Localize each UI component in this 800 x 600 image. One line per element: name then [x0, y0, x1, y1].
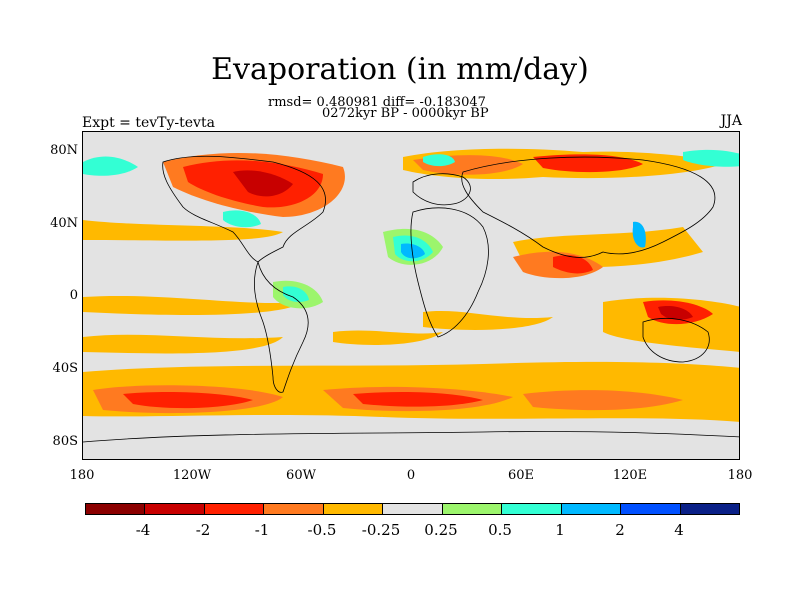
colorbar-segment	[86, 504, 146, 514]
colorbar-segment	[561, 504, 622, 514]
colorbar	[85, 503, 740, 515]
stats-line: rmsd= 0.480981 diff= -0.183047	[268, 95, 486, 110]
colorbar-segment	[264, 504, 324, 514]
map-title: Evaporation (in mm/day)	[211, 52, 589, 87]
colorbar-label: -2	[195, 521, 211, 539]
colorbar-segment	[145, 504, 205, 514]
lon-label-180e: 180	[727, 468, 753, 483]
colorbar-segment	[680, 504, 739, 514]
colorbar-label: 4	[674, 521, 684, 539]
positive-anomalies	[223, 154, 646, 309]
northern-anomalies	[83, 148, 739, 217]
colorbar-label: 0.5	[488, 521, 512, 539]
tropical-anomalies	[83, 220, 739, 354]
colorbar-segment	[442, 504, 503, 514]
australia-outline	[642, 317, 710, 363]
colorbar-label: 0.25	[424, 521, 458, 539]
colorbar-label: -1	[254, 521, 270, 539]
colorbar-segment	[621, 504, 681, 514]
colorbar-label: -0.25	[361, 521, 401, 539]
lon-label-180w: 180	[69, 468, 95, 483]
lat-label-40n: 40N	[50, 216, 78, 231]
colorbar-segment	[323, 504, 384, 514]
lon-label-120w: 120W	[172, 468, 212, 483]
period-line: 0272kyr BP - 0000kyr BP	[322, 106, 489, 121]
southern-ocean-anomalies	[83, 361, 739, 422]
lon-label-0: 0	[406, 468, 416, 483]
map-panel	[82, 131, 740, 460]
africa-outline	[410, 207, 489, 338]
north-america-outline	[162, 155, 326, 263]
lat-label-80s: 80S	[52, 434, 78, 449]
lat-label-0: 0	[69, 288, 78, 303]
colorbar-segment	[204, 504, 265, 514]
asia-outline	[461, 156, 716, 258]
colorbar-label: -0.5	[307, 521, 337, 539]
lon-label-60w: 60W	[286, 468, 316, 483]
colorbar-label: 2	[615, 521, 625, 539]
season-label: JJA	[720, 113, 742, 129]
lon-label-120e: 120E	[612, 468, 648, 483]
colorbar-segment	[502, 504, 562, 514]
colorbar-label: -4	[135, 521, 151, 539]
lat-label-80n: 80N	[50, 143, 78, 158]
experiment-label: Expt = tevTy-tevta	[82, 115, 215, 131]
map-svg	[83, 132, 739, 459]
antarctica-outline	[83, 431, 739, 443]
coastlines	[83, 155, 739, 443]
lon-label-60e: 60E	[507, 468, 535, 483]
colorbar-label: 1	[555, 521, 565, 539]
south-america-outline	[253, 260, 309, 393]
colorbar-segment	[383, 504, 443, 514]
lat-label-40s: 40S	[52, 361, 78, 376]
